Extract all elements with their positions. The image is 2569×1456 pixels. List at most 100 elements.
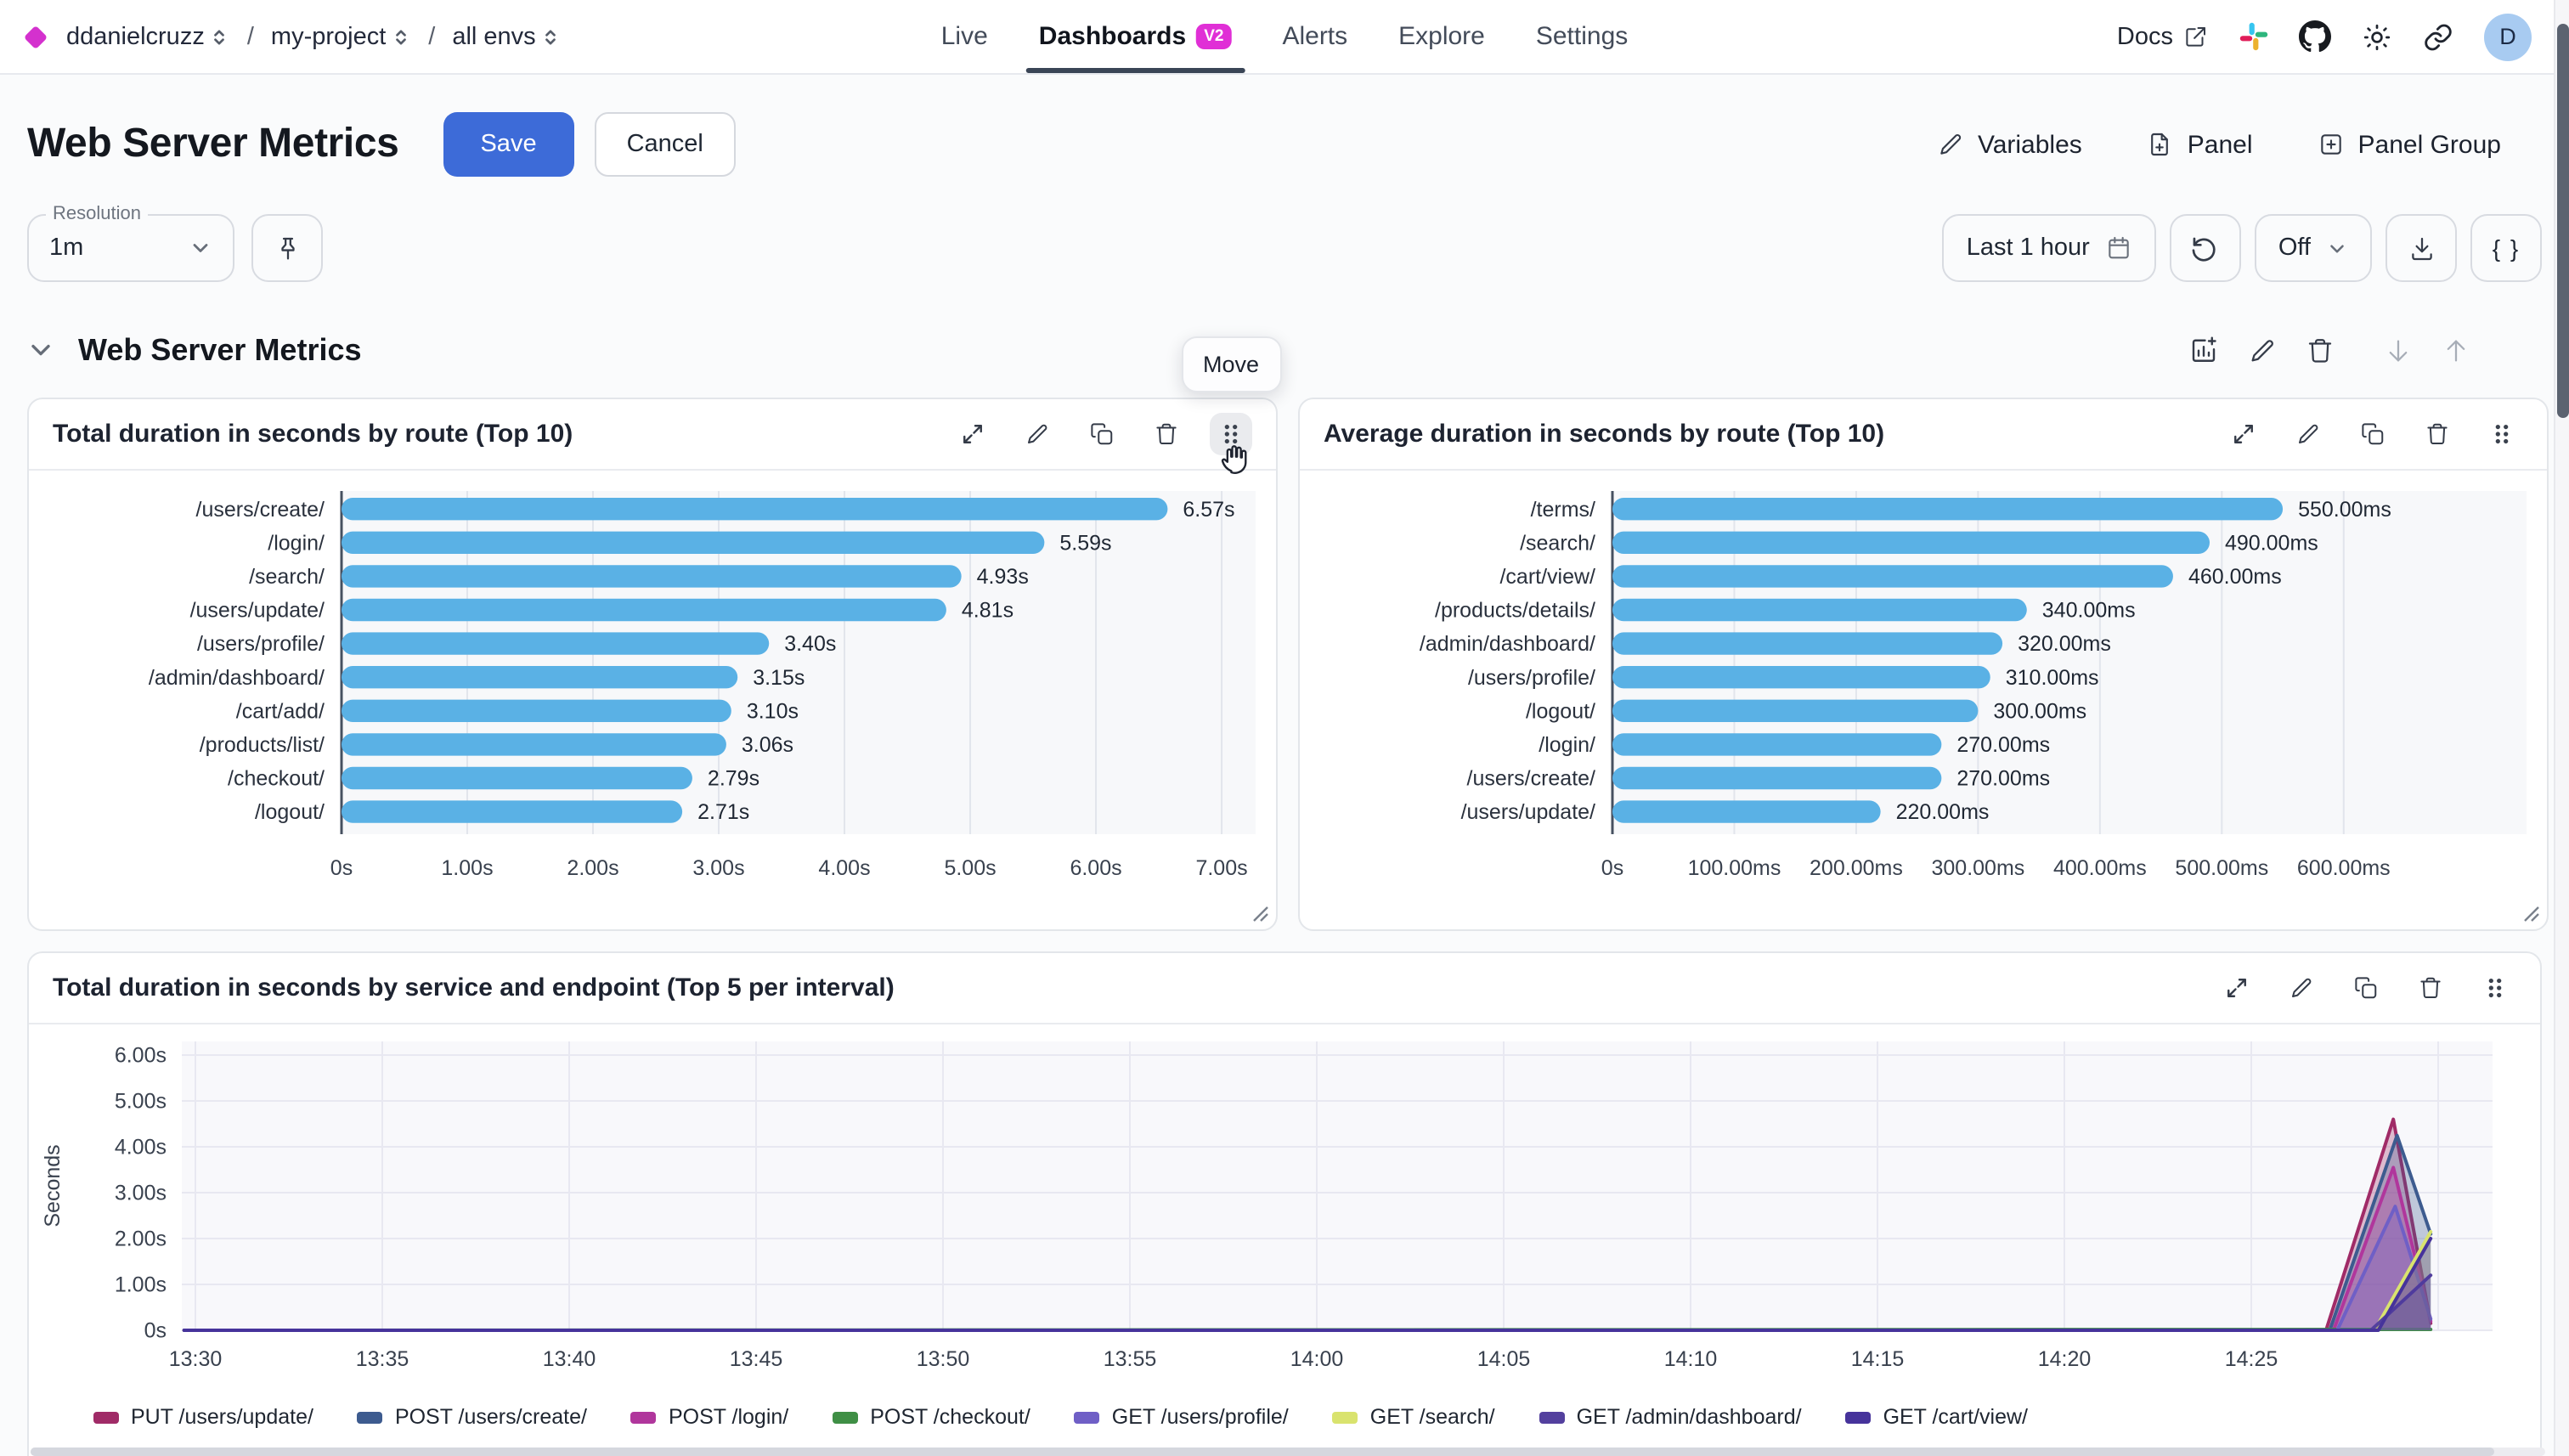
collapse-section-chevron-icon[interactable] xyxy=(27,336,54,364)
svg-text:/users/profile/: /users/profile/ xyxy=(197,632,325,656)
save-button[interactable]: Save xyxy=(443,112,574,177)
legend-item[interactable]: GET /admin/dashboard/ xyxy=(1539,1405,1802,1429)
expand-panel-button[interactable] xyxy=(951,413,994,455)
delete-panel-button[interactable] xyxy=(1145,413,1188,455)
pin-resolution-button[interactable] xyxy=(251,214,323,282)
svg-text:7.00s: 7.00s xyxy=(1195,856,1247,880)
tab-dashboards[interactable]: Dashboards V2 xyxy=(1025,0,1245,73)
svg-text:460.00ms: 460.00ms xyxy=(2188,565,2282,589)
resolution-value: 1m xyxy=(49,234,84,262)
breadcrumb-env[interactable]: all envs xyxy=(452,23,561,50)
docs-link[interactable]: Docs xyxy=(2117,23,2209,50)
panel-actions xyxy=(2222,413,2523,455)
vertical-scrollbar[interactable] xyxy=(2554,0,2569,1456)
breadcrumb: ddanielcruzz / my-project / all envs xyxy=(23,23,562,50)
edit-section-button[interactable] xyxy=(2248,336,2277,364)
time-range-button[interactable]: Last 1 hour xyxy=(1942,214,2156,282)
delete-section-button[interactable] xyxy=(2306,336,2335,364)
share-link-icon[interactable] xyxy=(2423,21,2453,52)
pencil-icon xyxy=(2299,424,2318,443)
horizontal-scrollbar[interactable] xyxy=(31,1448,2545,1456)
duplicate-panel-button[interactable] xyxy=(2352,413,2394,455)
legend-label: GET /search/ xyxy=(1369,1405,1495,1429)
svg-text:0s: 0s xyxy=(144,1319,167,1343)
delete-panel-button[interactable] xyxy=(2416,413,2459,455)
delete-panel-button[interactable] xyxy=(2409,967,2452,1009)
svg-text:500.00ms: 500.00ms xyxy=(2175,856,2268,880)
tab-live[interactable]: Live xyxy=(940,22,988,51)
arrow-down-icon xyxy=(2389,339,2408,361)
resolution-select[interactable]: Resolution 1m xyxy=(27,204,234,282)
panel-duration-by-service-endpoint: Total duration in seconds by service and… xyxy=(27,951,2542,1456)
add-panel-group-button[interactable]: Panel Group xyxy=(2318,130,2501,159)
duplicate-panel-button[interactable] xyxy=(1081,413,1123,455)
edit-panel-button[interactable] xyxy=(2287,413,2329,455)
page-title: Web Server Metrics xyxy=(27,121,399,166)
svg-text:6.00s: 6.00s xyxy=(1070,856,1121,880)
user-avatar[interactable]: D xyxy=(2484,13,2532,60)
query-json-button[interactable]: { } xyxy=(2470,214,2542,282)
scrollbar-thumb[interactable] xyxy=(31,1448,2495,1456)
legend-swatch xyxy=(833,1411,859,1423)
expand-panel-button[interactable] xyxy=(2222,413,2265,455)
legend-item[interactable]: GET /users/profile/ xyxy=(1074,1405,1289,1429)
legend-item[interactable]: POST /users/create/ xyxy=(357,1405,587,1429)
svg-text:4.00s: 4.00s xyxy=(115,1136,167,1160)
panel-title: Average duration in seconds by route (To… xyxy=(1324,420,1885,449)
move-panel-handle[interactable] xyxy=(2481,413,2523,455)
legend-item[interactable]: PUT /users/update/ xyxy=(93,1405,313,1429)
legend-item[interactable]: POST /checkout/ xyxy=(833,1405,1030,1429)
download-button[interactable] xyxy=(2386,214,2457,282)
svg-text:/search/: /search/ xyxy=(1520,531,1595,555)
legend-item[interactable]: GET /search/ xyxy=(1332,1405,1495,1429)
svg-text:/cart/add/: /cart/add/ xyxy=(236,699,325,723)
top-nav: ddanielcruzz / my-project / all envs Liv… xyxy=(0,0,2569,75)
add-panel-button[interactable]: Panel xyxy=(2147,130,2253,159)
edit-panel-button[interactable] xyxy=(2280,967,2323,1009)
add-chart-button[interactable] xyxy=(2188,335,2219,365)
svg-text:/users/create/: /users/create/ xyxy=(196,498,325,522)
move-section-up-button[interactable] xyxy=(2442,336,2470,364)
tab-alerts[interactable]: Alerts xyxy=(1282,22,1348,51)
svg-text:14:20: 14:20 xyxy=(2038,1347,2092,1371)
cancel-button[interactable]: Cancel xyxy=(594,112,736,177)
breadcrumb-org[interactable]: ddanielcruzz xyxy=(66,23,230,50)
duplicate-panel-button[interactable] xyxy=(2345,967,2387,1009)
active-tab-underline xyxy=(1025,68,1245,73)
grip-dots-icon xyxy=(2488,978,2502,998)
panel-header: Total duration in seconds by service and… xyxy=(29,953,2540,1024)
refresh-button[interactable] xyxy=(2169,214,2241,282)
expand-panel-button[interactable] xyxy=(2216,967,2258,1009)
app-logo-icon[interactable] xyxy=(23,24,48,49)
panel-title: Total duration in seconds by route (Top … xyxy=(53,420,573,449)
svg-text:3.06s: 3.06s xyxy=(742,733,793,757)
move-panel-handle[interactable] xyxy=(2474,967,2516,1009)
legend-item[interactable]: GET /cart/view/ xyxy=(1845,1405,2028,1429)
tab-explore[interactable]: Explore xyxy=(1398,22,1485,51)
legend-label: GET /users/profile/ xyxy=(1111,1405,1289,1429)
variables-button[interactable]: Variables xyxy=(1937,130,2082,159)
timeseries-chart[interactable]: 0s 1.00s 2.00s 3.00s 4.00s 5.00s 6.00s 13:30 13:… xyxy=(29,1024,2540,1398)
slack-icon[interactable] xyxy=(2239,22,2268,51)
legend-swatch xyxy=(1845,1411,1872,1423)
theme-sun-icon[interactable] xyxy=(2362,21,2392,52)
tab-settings[interactable]: Settings xyxy=(1535,22,1629,51)
move-section-down-button[interactable] xyxy=(2384,336,2413,364)
github-icon[interactable] xyxy=(2299,20,2331,53)
svg-text:600.00ms: 600.00ms xyxy=(2297,856,2391,880)
move-panel-handle[interactable]: Move xyxy=(1180,336,1282,474)
legend-swatch xyxy=(357,1411,383,1423)
legend-label: POST /login/ xyxy=(668,1405,789,1429)
panel-resize-handle[interactable] xyxy=(2523,906,2540,923)
edit-panel-button[interactable] xyxy=(1016,413,1059,455)
svg-text:/users/profile/: /users/profile/ xyxy=(1468,666,1595,690)
breadcrumb-project[interactable]: my-project xyxy=(271,23,411,50)
legend-item[interactable]: POST /login/ xyxy=(630,1405,789,1429)
bar-chart-total-duration[interactable]: 0s 1.00s 2.00s 3.00s 4.00s 5.00s 6.00s 7.00s/us… xyxy=(29,471,1276,906)
svg-text:3.15s: 3.15s xyxy=(753,666,805,690)
svg-text:/cart/view/: /cart/view/ xyxy=(1499,565,1595,589)
scrollbar-thumb[interactable] xyxy=(2557,24,2569,418)
bar-chart-average-duration[interactable]: 0s 100.00ms 200.00ms 300.00ms 400.00ms 500.00… xyxy=(1300,471,2547,906)
auto-refresh-select[interactable]: Off xyxy=(2254,214,2372,282)
panel-resize-handle[interactable] xyxy=(1252,906,1269,923)
